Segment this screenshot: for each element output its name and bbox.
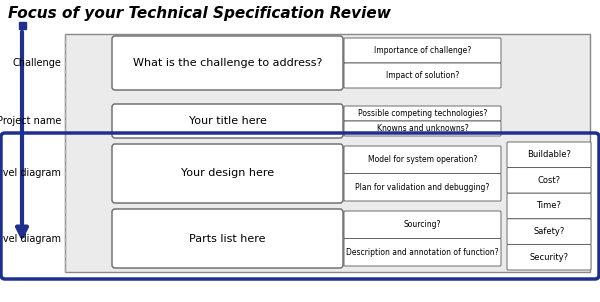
Text: Cost?: Cost? [538,176,560,185]
Text: Buildable?: Buildable? [527,150,571,159]
Text: Importance of challenge?: Importance of challenge? [374,46,471,55]
FancyBboxPatch shape [344,121,501,136]
Text: Description and annotation of function?: Description and annotation of function? [346,248,499,257]
Text: Focus of your Technical Specification Review: Focus of your Technical Specification Re… [8,6,391,21]
Text: Your design here: Your design here [181,169,274,178]
FancyBboxPatch shape [507,219,591,244]
FancyBboxPatch shape [112,104,343,138]
FancyBboxPatch shape [19,22,25,29]
FancyBboxPatch shape [507,142,591,168]
Text: Parts-level diagram: Parts-level diagram [0,233,61,243]
FancyBboxPatch shape [112,209,343,268]
Text: Impact of solution?: Impact of solution? [386,71,459,80]
FancyBboxPatch shape [112,144,343,203]
Text: Sourcing?: Sourcing? [404,220,441,229]
FancyBboxPatch shape [344,239,501,266]
Text: Safety?: Safety? [533,227,565,236]
Text: Your title here: Your title here [188,116,266,126]
Text: Project name: Project name [0,116,61,126]
FancyBboxPatch shape [344,38,501,63]
FancyBboxPatch shape [344,63,501,88]
Text: Plan for validation and debugging?: Plan for validation and debugging? [355,183,490,192]
Text: Possible competing technologies?: Possible competing technologies? [358,109,487,118]
FancyBboxPatch shape [507,244,591,270]
FancyBboxPatch shape [344,211,501,239]
Text: Security?: Security? [529,253,569,262]
Text: Device-level diagram: Device-level diagram [0,169,61,178]
Text: Model for system operation?: Model for system operation? [368,155,477,164]
FancyBboxPatch shape [344,146,501,174]
FancyBboxPatch shape [507,193,591,219]
Text: Parts list here: Parts list here [189,233,266,243]
FancyBboxPatch shape [112,36,343,90]
Text: Knowns and unknowns?: Knowns and unknowns? [377,124,469,133]
FancyBboxPatch shape [507,168,591,193]
FancyBboxPatch shape [344,174,501,201]
Text: What is the challenge to address?: What is the challenge to address? [133,58,322,68]
FancyBboxPatch shape [344,106,501,121]
Text: Time?: Time? [536,201,562,210]
Text: Challenge: Challenge [12,58,61,68]
FancyBboxPatch shape [65,34,590,272]
